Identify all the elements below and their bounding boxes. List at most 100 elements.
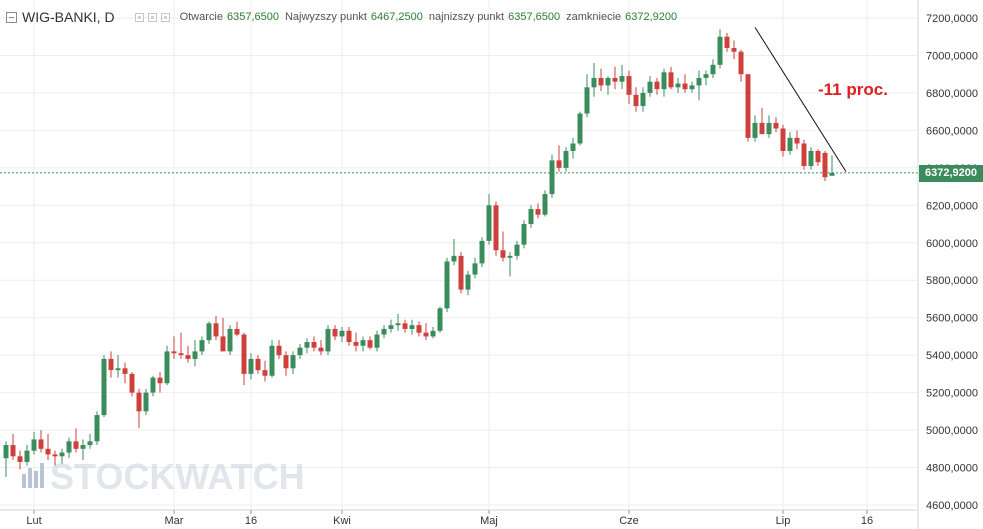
candle	[45, 433, 51, 461]
candle	[591, 62, 597, 97]
candle-body	[31, 439, 37, 451]
candle-body	[227, 328, 233, 352]
candle	[549, 154, 555, 198]
candle	[227, 325, 233, 356]
candle	[297, 343, 303, 359]
candle-body	[248, 358, 254, 374]
candle-body	[52, 454, 58, 457]
candle	[451, 239, 457, 266]
candle	[416, 321, 422, 337]
settings-square-icon[interactable]	[134, 12, 144, 22]
watermark-logo-bar-4	[40, 463, 44, 488]
candle-body	[556, 160, 562, 168]
remove-square-icon[interactable]	[160, 12, 170, 22]
candle-body	[731, 47, 737, 52]
candle	[444, 257, 450, 313]
candle	[472, 257, 478, 279]
candle-body	[514, 244, 520, 256]
candle	[402, 319, 408, 333]
candle	[262, 360, 268, 382]
candle-body	[283, 355, 289, 369]
candle	[703, 70, 709, 86]
trendline	[754, 27, 847, 172]
candle-body	[332, 328, 338, 337]
candle	[465, 270, 471, 296]
candle	[647, 76, 653, 97]
candle-body	[346, 330, 352, 343]
candle-body	[325, 328, 331, 352]
candle	[479, 237, 485, 268]
candle-body	[507, 255, 513, 258]
candle	[423, 323, 429, 341]
candle-body	[626, 76, 632, 95]
candle-body	[458, 255, 464, 290]
candle-body	[640, 92, 646, 107]
candle	[752, 115, 758, 142]
candle	[206, 321, 212, 344]
candle-body	[423, 332, 429, 337]
candle	[3, 441, 9, 477]
candle-body	[794, 137, 800, 144]
high-label: Najwyzszy punkt	[284, 11, 367, 23]
candle-body	[542, 194, 548, 215]
candle-body	[150, 377, 156, 393]
close-value: 6372,9200	[625, 11, 678, 23]
candle-body	[717, 36, 723, 65]
candle	[738, 49, 744, 82]
candle-body	[171, 351, 177, 354]
candle-body	[185, 355, 191, 359]
candle	[794, 130, 800, 150]
time-tick-label: 16	[245, 515, 257, 527]
candle	[213, 315, 219, 341]
watermark-logo-bar-2	[28, 468, 32, 488]
candle-body	[437, 308, 443, 331]
candle	[388, 319, 394, 333]
candle	[787, 132, 793, 155]
candle-body	[570, 143, 576, 151]
candle-body	[388, 325, 394, 329]
candles-group	[3, 29, 835, 477]
candle	[745, 74, 751, 142]
candle	[52, 450, 58, 466]
candle-body	[59, 452, 65, 457]
candle-body	[178, 353, 184, 356]
candle	[311, 336, 317, 352]
candle-body	[654, 81, 660, 90]
candle-body	[73, 441, 79, 449]
candle	[318, 340, 324, 356]
candle	[542, 190, 548, 217]
candle-body	[780, 128, 786, 151]
candle	[507, 252, 513, 277]
candle-body	[689, 85, 695, 90]
candle	[780, 124, 786, 157]
candle-body	[493, 205, 499, 251]
candle-body	[101, 358, 107, 416]
candle	[521, 220, 527, 249]
candle-body	[367, 340, 373, 348]
candle-body	[801, 143, 807, 166]
candle	[185, 345, 191, 363]
candle	[437, 306, 443, 333]
watermark-logo-bar-3	[34, 471, 38, 488]
time-tick-label: Lip	[776, 515, 791, 527]
candle	[535, 203, 541, 219]
candle-body	[262, 370, 268, 376]
candle	[514, 240, 520, 260]
collapse-legend-icon[interactable]	[6, 11, 17, 23]
candle-body	[66, 441, 72, 453]
candle-body	[696, 77, 702, 86]
candle-body	[500, 250, 506, 258]
candle	[290, 351, 296, 374]
candle	[276, 340, 282, 359]
candle-body	[416, 325, 422, 333]
candle	[304, 338, 310, 354]
candle	[248, 353, 254, 380]
price-axis: 4600,0000 4800,0000 5000,0000 5200,0000 5400…	[926, 13, 978, 512]
time-tick-label: Mar	[165, 515, 184, 527]
stockwatch-watermark: STOCKWATCH	[22, 456, 305, 497]
hide-square-icon[interactable]	[147, 12, 157, 22]
candle	[430, 327, 436, 339]
candle	[199, 336, 205, 356]
candle-body	[157, 377, 163, 384]
